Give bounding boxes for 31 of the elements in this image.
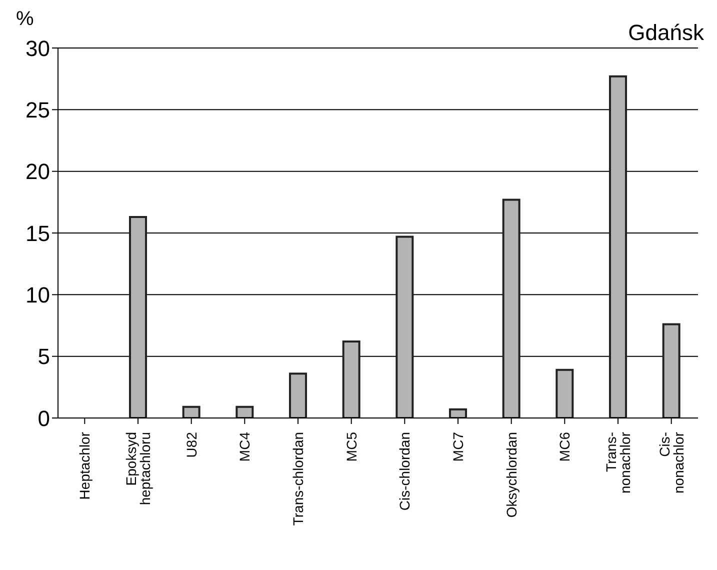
- x-tick-label: Trans-chlordan: [290, 432, 306, 526]
- y-tick-label: 20: [26, 159, 50, 184]
- bar: [236, 406, 254, 418]
- bar: [129, 216, 147, 418]
- bar: [662, 323, 680, 418]
- bar: [502, 198, 520, 418]
- bar: [342, 340, 360, 418]
- y-tick-label: 5: [38, 344, 50, 370]
- x-tick-label: Oksychlordan: [503, 432, 520, 518]
- y-tick-label: 0: [38, 406, 50, 431]
- x-tick-label: Trans- nonachlor: [603, 432, 633, 494]
- x-tick-label: MC6: [556, 432, 573, 462]
- x-tick-label: Heptachlor: [76, 432, 93, 500]
- x-tick-label: MC5: [343, 432, 360, 462]
- x-tick-label: U82: [183, 432, 200, 458]
- y-tick-label: 25: [26, 97, 50, 122]
- bar: [289, 372, 307, 418]
- y-tick-label: 15: [26, 220, 50, 246]
- bar: [182, 406, 200, 418]
- x-tick-label: Epoksyd heptachloru: [123, 432, 153, 506]
- x-tick-label: MC4: [236, 432, 253, 462]
- x-tick-label: Cis-chlordan: [396, 432, 413, 511]
- bar: [556, 368, 574, 418]
- bar: [609, 75, 627, 418]
- y-tick-label: 10: [26, 282, 50, 308]
- x-tick-label: MC7: [450, 432, 466, 462]
- y-axis-title: %: [16, 8, 34, 31]
- bar: [449, 408, 467, 418]
- chart-title: Gdańsk: [628, 20, 704, 46]
- y-tick-label: 30: [26, 36, 50, 61]
- bar: [396, 236, 414, 418]
